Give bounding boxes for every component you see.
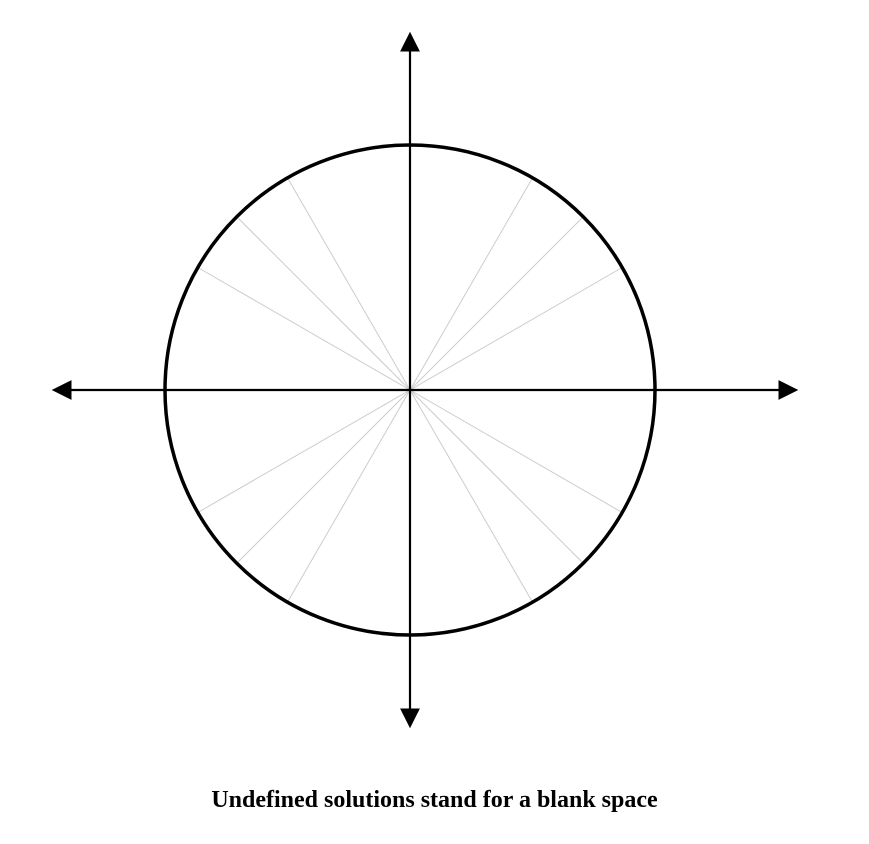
ray-60 <box>410 178 533 390</box>
ray-210 <box>198 390 410 513</box>
ray-135 <box>237 217 410 390</box>
ray-120 <box>288 178 411 390</box>
unit-circle-diagram: Undefined solutions stand for a blank sp… <box>0 0 869 844</box>
caption: Undefined solutions stand for a blank sp… <box>0 787 869 814</box>
ray-300 <box>410 390 533 602</box>
ray-30 <box>410 268 622 391</box>
ray-45 <box>410 217 583 390</box>
ray-315 <box>410 390 583 563</box>
unit-circle-svg <box>0 0 869 760</box>
ray-330 <box>410 390 622 513</box>
ray-150 <box>198 268 410 391</box>
ray-225 <box>237 390 410 563</box>
ray-240 <box>288 390 411 602</box>
